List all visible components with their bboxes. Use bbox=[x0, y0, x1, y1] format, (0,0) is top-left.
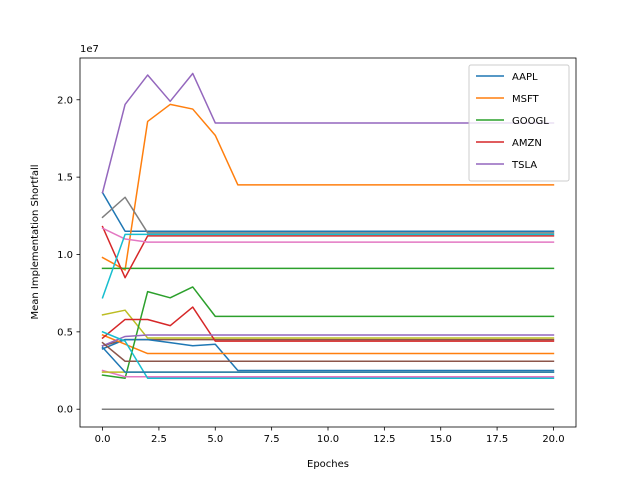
y-tick-label: 2.0 bbox=[57, 95, 73, 106]
series-line-unnamed-11 bbox=[101, 333, 555, 355]
x-tick-label: 17.5 bbox=[486, 434, 508, 445]
series-line-msft bbox=[101, 103, 555, 271]
series-line-unnamed-14 bbox=[101, 334, 555, 347]
series-line-aapl bbox=[101, 191, 555, 233]
legend-label-tsla: TSLA bbox=[511, 160, 537, 171]
y-axis-ticks: 0.0 0.5 1.0 1.5 2.0 bbox=[57, 95, 80, 416]
y-tick-label: 0.0 bbox=[57, 405, 73, 416]
series-line-unnamed-16 bbox=[101, 369, 555, 378]
x-tick-label: 2.5 bbox=[151, 434, 167, 445]
x-axis-label: Epoches bbox=[307, 459, 349, 470]
x-tick-label: 7.5 bbox=[264, 434, 280, 445]
y-axis-offset-label: 1e7 bbox=[80, 44, 99, 55]
legend-label-aapl: AAPL bbox=[512, 72, 538, 83]
series-layer bbox=[101, 72, 555, 410]
series-line-unnamed-8 bbox=[101, 309, 555, 339]
series-line-unnamed-5 bbox=[101, 338, 555, 347]
series-line-unnamed-20 bbox=[101, 346, 555, 373]
series-line-unnamed-6 bbox=[101, 227, 555, 243]
series-line-unnamed-10 bbox=[101, 338, 555, 372]
x-tick-label: 20.0 bbox=[542, 434, 564, 445]
x-tick-label: 0.0 bbox=[95, 434, 111, 445]
legend-label-msft: MSFT bbox=[512, 94, 540, 105]
legend-label-amzn: AMZN bbox=[512, 138, 542, 149]
x-tick-label: 10.0 bbox=[317, 434, 339, 445]
x-tick-label: 12.5 bbox=[373, 434, 395, 445]
legend: AAPL MSFT GOOGL AMZN TSLA bbox=[468, 64, 570, 182]
series-line-unnamed-15 bbox=[101, 341, 555, 362]
y-tick-label: 1.0 bbox=[57, 250, 73, 261]
x-tick-label: 15.0 bbox=[430, 434, 452, 445]
y-tick-label: 1.5 bbox=[57, 173, 73, 184]
series-line-unnamed-9 bbox=[101, 233, 555, 299]
series-line-unnamed-12 bbox=[101, 286, 555, 380]
legend-box bbox=[468, 64, 570, 182]
series-line-amzn bbox=[101, 225, 555, 279]
x-tick-label: 5.0 bbox=[207, 434, 223, 445]
series-line-unnamed-7 bbox=[101, 196, 555, 234]
legend-label-googl: GOOGL bbox=[512, 116, 549, 127]
y-axis-label: Mean Implementation Shortfall bbox=[30, 164, 41, 319]
y-tick-label: 0.5 bbox=[57, 327, 73, 338]
series-line-unnamed-13 bbox=[101, 306, 555, 342]
series-line-unnamed-19 bbox=[101, 330, 555, 380]
x-axis-ticks: 0.0 2.5 5.0 7.5 10.0 12.5 15.0 17.5 20.0 bbox=[95, 427, 565, 445]
